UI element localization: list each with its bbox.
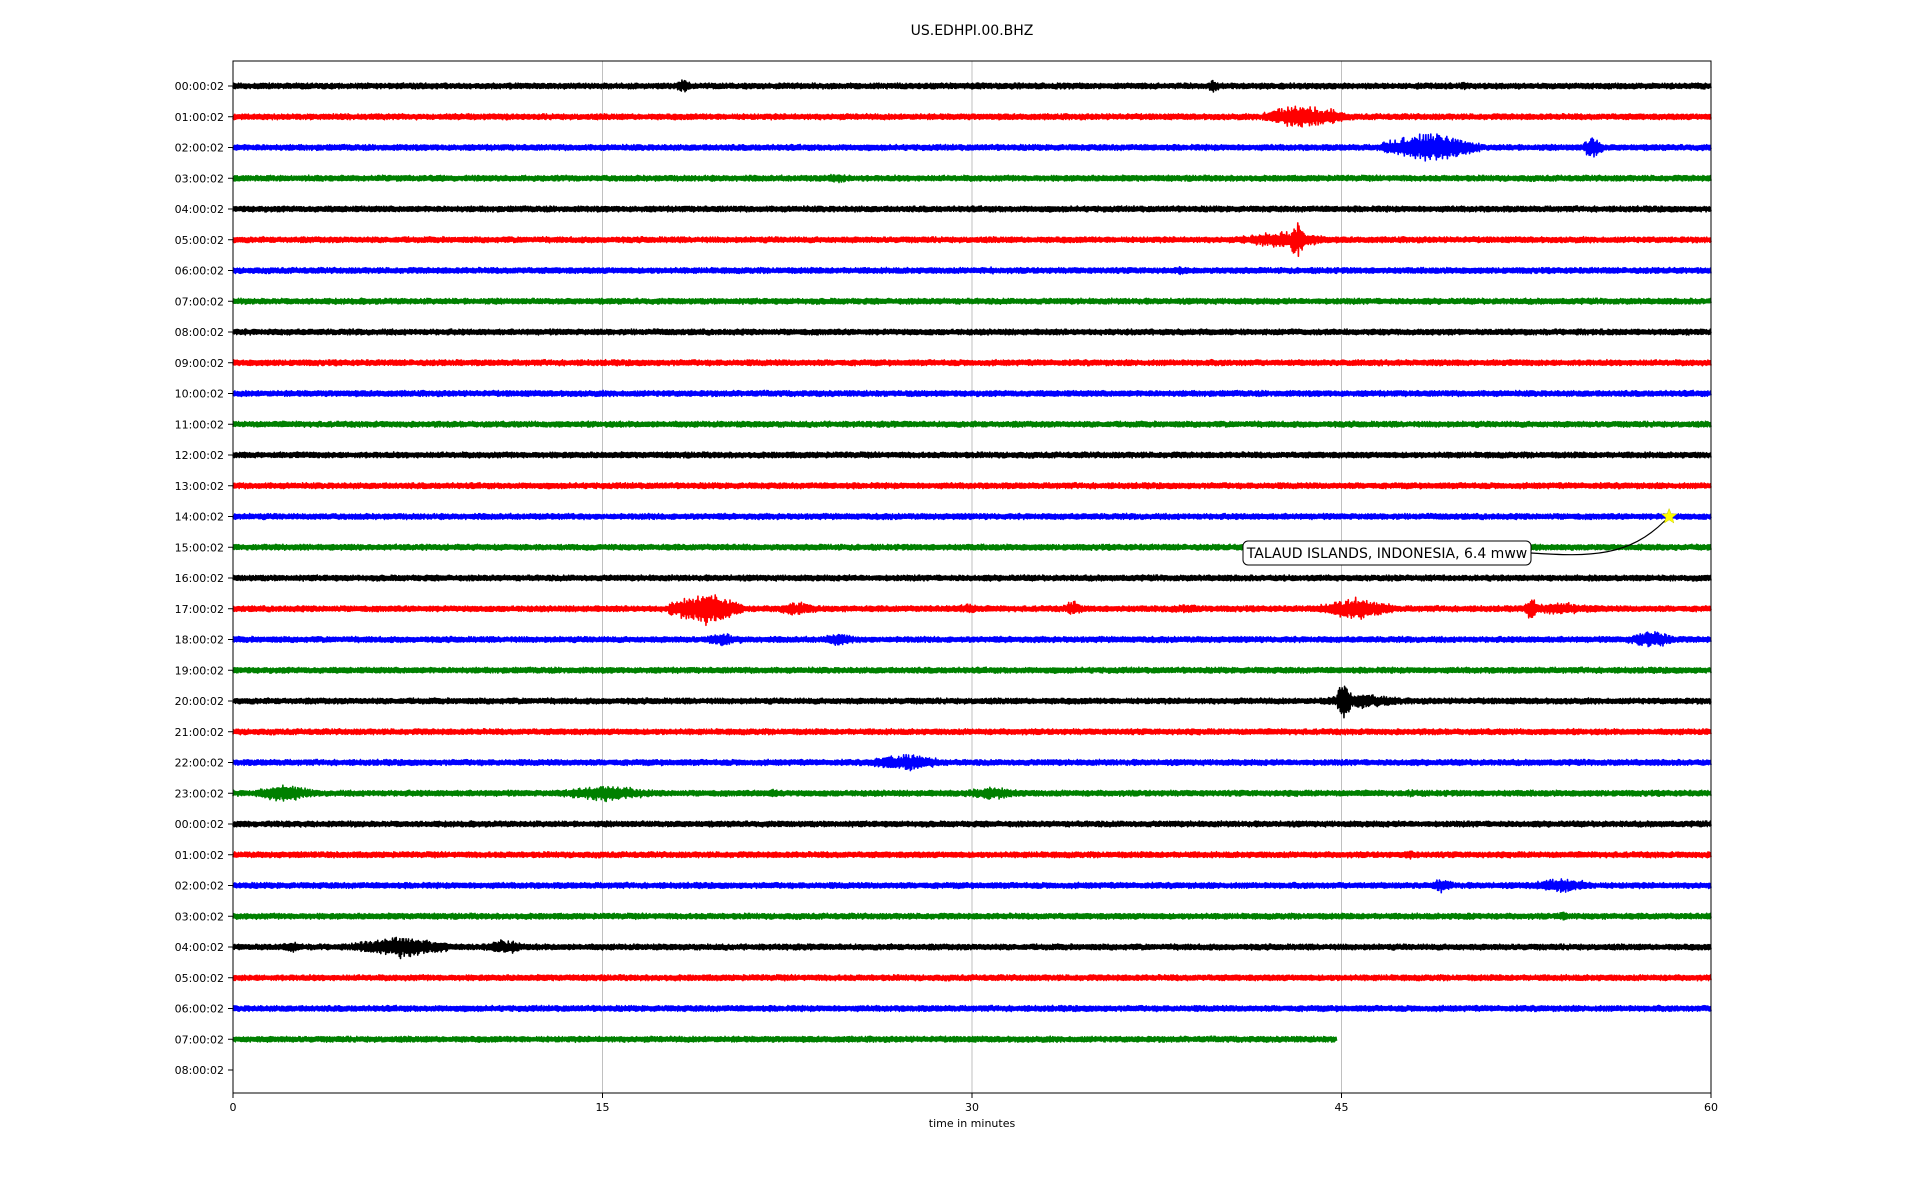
seismic-trace-row <box>232 512 1712 521</box>
x-axis-label: time in minutes <box>929 1117 1016 1130</box>
row-time-label: 13:00:02 <box>175 480 224 493</box>
row-time-label: 19:00:02 <box>175 664 224 677</box>
row-time-label: 00:00:02 <box>175 80 224 93</box>
row-time-label: 03:00:02 <box>175 172 224 185</box>
row-time-label: 02:00:02 <box>175 142 224 155</box>
row-time-label: 16:00:02 <box>175 572 224 585</box>
row-time-label: 06:00:02 <box>175 265 224 278</box>
row-time-labels: 00:00:02 01:00:02 02:00:02 03:00:02 04:00:02… <box>175 80 233 1077</box>
row-time-label: 02:00:02 <box>175 880 224 893</box>
event-leader-line <box>1530 520 1666 556</box>
plot-frame <box>232 60 1712 1094</box>
seismic-traces <box>232 79 1712 1044</box>
row-time-label: 22:00:02 <box>175 757 224 770</box>
row-time-label: 08:00:02 <box>175 1064 224 1077</box>
x-tick-label: 15 <box>596 1101 610 1114</box>
row-time-label: 00:00:02 <box>175 818 224 831</box>
seismic-trace-row <box>232 297 1712 306</box>
seismic-trace-row <box>232 420 1712 429</box>
seismic-trace-row <box>232 79 1712 93</box>
seismic-trace-row <box>232 205 1712 213</box>
row-time-label: 17:00:02 <box>175 603 224 616</box>
row-time-label: 12:00:02 <box>175 449 224 462</box>
seismic-trace-row <box>232 222 1712 258</box>
seismic-trace-row <box>232 574 1712 582</box>
seismic-trace-row <box>232 105 1712 128</box>
row-time-label: 14:00:02 <box>175 511 224 524</box>
row-time-label: 01:00:02 <box>175 849 224 862</box>
chart-title: US.EDHPI.00.BHZ <box>911 23 1034 39</box>
row-time-label: 10:00:02 <box>175 388 224 401</box>
seismic-trace-row <box>232 265 1712 276</box>
x-axis: 0 15 30 45 60 <box>230 1093 1718 1114</box>
event-star-marker <box>1660 507 1678 524</box>
seismic-trace-row <box>232 685 1712 719</box>
seismic-trace-row <box>232 784 1712 803</box>
seismic-trace-row <box>232 451 1712 459</box>
seismic-trace-row <box>232 850 1712 860</box>
x-tick-label: 30 <box>965 1101 979 1114</box>
x-tick-label: 0 <box>230 1101 237 1114</box>
seismic-trace-row <box>232 133 1712 162</box>
seismic-trace-row <box>232 1035 1338 1044</box>
seismic-trace-row <box>232 481 1712 490</box>
row-time-label: 05:00:02 <box>175 972 224 985</box>
row-time-label: 04:00:02 <box>175 203 224 216</box>
seismic-trace-row <box>232 911 1712 921</box>
seismic-trace-row <box>232 631 1712 648</box>
row-time-label: 04:00:02 <box>175 941 224 954</box>
x-tick-label: 60 <box>1704 1101 1718 1114</box>
event-annotation: TALAUD ISLANDS, INDONESIA, 6.4 mww <box>1242 507 1678 566</box>
row-time-label: 09:00:02 <box>175 357 224 370</box>
seismic-trace-row <box>232 358 1712 367</box>
seismic-trace-row <box>232 389 1712 398</box>
seismic-trace-row <box>232 666 1712 675</box>
row-time-label: 03:00:02 <box>175 910 224 923</box>
seismic-trace-row <box>232 173 1712 184</box>
event-label: TALAUD ISLANDS, INDONESIA, 6.4 mww <box>1246 546 1527 562</box>
row-time-label: 07:00:02 <box>175 295 224 308</box>
row-time-label: 06:00:02 <box>175 1003 224 1016</box>
seismic-trace-row <box>232 973 1712 982</box>
seismic-trace-row <box>232 1004 1712 1013</box>
seismic-trace-row <box>232 594 1712 627</box>
seismic-trace-row <box>232 727 1712 736</box>
seismic-trace-row <box>232 820 1712 828</box>
row-time-label: 07:00:02 <box>175 1033 224 1046</box>
row-time-label: 15:00:02 <box>175 541 224 554</box>
row-time-label: 23:00:02 <box>175 787 224 800</box>
row-time-label: 01:00:02 <box>175 111 224 124</box>
row-time-label: 20:00:02 <box>175 695 224 708</box>
seismic-trace-row <box>232 328 1712 336</box>
seismic-trace-row <box>232 936 1712 960</box>
row-time-label: 18:00:02 <box>175 634 224 647</box>
event-label-box <box>1242 540 1532 566</box>
row-time-label: 05:00:02 <box>175 234 224 247</box>
seismic-trace-row <box>232 878 1712 894</box>
row-time-label: 11:00:02 <box>175 418 224 431</box>
x-tick-label: 45 <box>1335 1101 1349 1114</box>
seismic-trace-row <box>232 753 1712 772</box>
row-time-label: 21:00:02 <box>175 726 224 739</box>
row-time-label: 08:00:02 <box>175 326 224 339</box>
